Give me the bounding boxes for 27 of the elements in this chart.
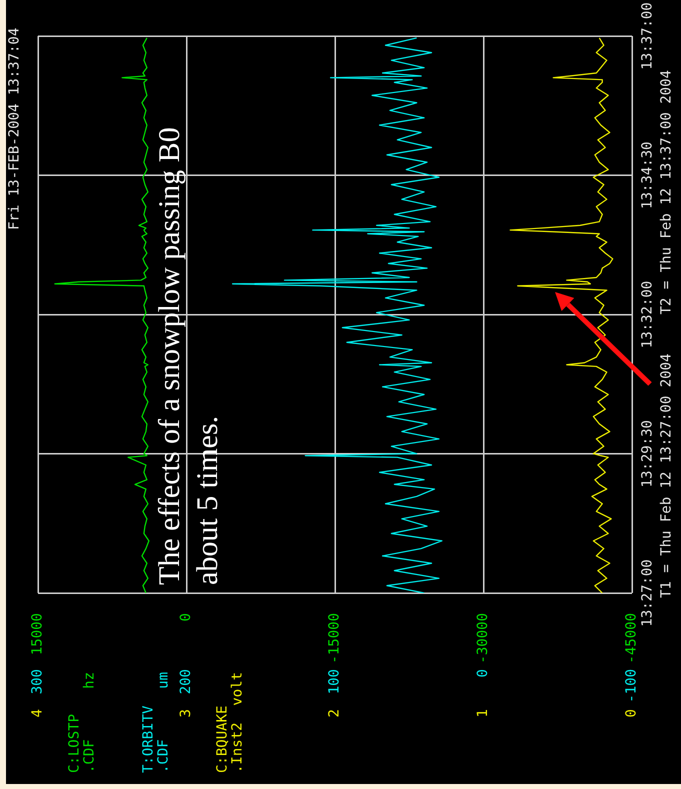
x-tick-label: -15000 xyxy=(326,613,343,664)
x-tick-label: 0 xyxy=(178,613,194,622)
text: T:ORBITV .CDF um xyxy=(140,672,172,773)
text: T1 = Thu Feb 12 13:27:00 2004 xyxy=(658,354,675,598)
x2-tick-label: 100 xyxy=(326,669,343,694)
x2-tick-label: 200 xyxy=(178,669,194,694)
x-tick-label: 4 xyxy=(30,709,46,718)
y-tick-label: 13:32:00 xyxy=(640,280,656,348)
y-tick-label: 13:29:30 xyxy=(640,420,656,488)
x-tick-label: 0 xyxy=(624,709,640,718)
x2-tick-label: 0 xyxy=(475,669,492,678)
x2-tick-label: 300 xyxy=(30,669,46,694)
x-tick-label: -45000 xyxy=(624,613,640,664)
y-tick-label: 13:34:30 xyxy=(640,142,656,209)
text: T2 = Thu Feb 12 13:37:00 2004 xyxy=(658,70,675,314)
x-tick-label: 1 xyxy=(475,709,492,718)
x-tick-label: 2 xyxy=(326,709,343,718)
x-tick-label: 3 xyxy=(178,709,194,718)
x-tick-label: -30000 xyxy=(475,613,492,664)
x2-tick-label: -100 xyxy=(624,669,640,703)
annotation: The effects of a snowplow passing B0 about 5 times. xyxy=(152,127,224,585)
y-tick-label: 13:37:00 xyxy=(640,2,656,70)
x-tick-label: 15000 xyxy=(30,613,46,656)
text: C:LOSTP .CDF hz xyxy=(66,672,98,773)
text: C:BQUAKE .Inst2 volt xyxy=(214,672,246,773)
y-tick-label: 13:27:00 xyxy=(640,559,656,627)
text: Fri 13-FEB-2004 13:37:04 xyxy=(6,28,23,230)
